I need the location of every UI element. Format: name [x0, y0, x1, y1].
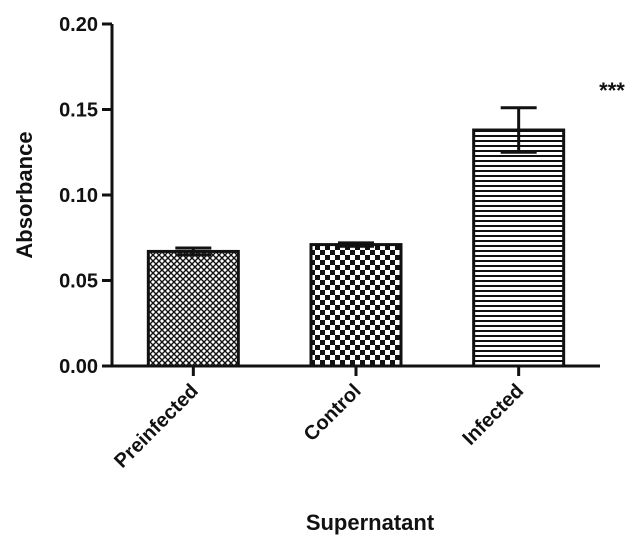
bar-control [309, 243, 403, 368]
x-tick-label-preinfected: Preinfected [110, 380, 203, 473]
x-axis-title: Supernatant [306, 510, 435, 535]
bar-infected [472, 128, 566, 368]
y-tick-label: 0.15 [59, 100, 98, 122]
bar-preinfected [146, 249, 240, 368]
y-tick-label: 0.00 [59, 356, 98, 378]
bars [146, 106, 566, 368]
x-tick-label-infected: Infected [458, 380, 528, 450]
y-tick-label: 0.05 [59, 271, 98, 293]
x-tick-label-control: Control [300, 380, 366, 446]
y-tick-label: 0.20 [59, 14, 98, 36]
y-tick-label: 0.10 [59, 185, 98, 207]
y-axis-title: Absorbance [12, 131, 37, 258]
significance-annotation: *** [599, 78, 625, 103]
